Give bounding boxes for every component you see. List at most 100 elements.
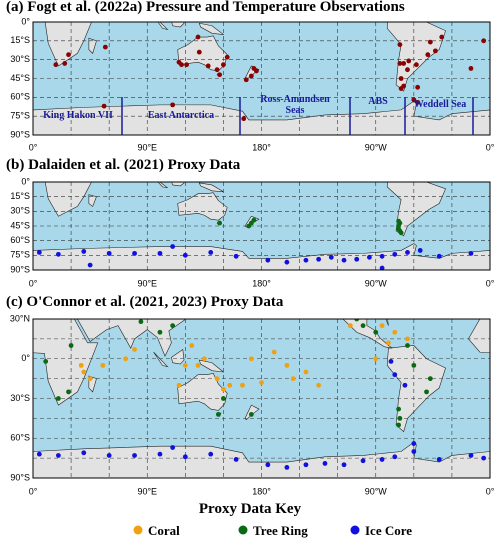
site — [481, 314, 486, 319]
site — [379, 457, 385, 462]
site — [87, 376, 93, 382]
site — [106, 250, 112, 256]
land — [198, 182, 224, 193]
site — [81, 369, 87, 375]
region-label: East Antarctica — [148, 110, 214, 121]
site — [102, 44, 108, 50]
site — [402, 382, 408, 388]
site — [398, 230, 404, 236]
y-tick-label: 30°S — [10, 206, 30, 216]
frame — [32, 181, 491, 271]
legend-label: Tree Ring — [253, 523, 308, 538]
land — [88, 194, 97, 207]
site — [303, 257, 309, 263]
panel-title: (b) Dalaiden et al. (2021) Proxy Data — [6, 157, 241, 173]
x-tick-label: 0° — [29, 486, 38, 496]
x-tick-label: 90°W — [365, 486, 388, 496]
y-tick-label: 60°S — [10, 92, 30, 102]
y-tick-label: 45°S — [10, 220, 30, 230]
site — [221, 386, 226, 392]
site — [87, 262, 93, 268]
site — [396, 422, 401, 428]
site — [195, 34, 201, 40]
frame — [32, 318, 491, 479]
site — [248, 412, 254, 417]
y-tick-label: 75°S — [10, 250, 30, 260]
x-tick-label: 0° — [29, 278, 38, 288]
site — [170, 323, 176, 329]
x-tick-label: 90°E — [137, 486, 157, 496]
region-label: ABS — [368, 96, 388, 107]
site — [415, 99, 421, 105]
site — [481, 455, 487, 461]
site — [392, 329, 398, 335]
site — [157, 451, 163, 457]
map — [33, 314, 490, 478]
site — [36, 250, 42, 255]
site — [217, 220, 223, 226]
site — [284, 465, 290, 470]
site — [106, 453, 112, 458]
site — [182, 252, 188, 258]
x-tick-label: 180° — [252, 486, 271, 496]
y-tick-label: 60°S — [10, 235, 30, 245]
site — [433, 48, 438, 54]
site — [233, 457, 239, 462]
site — [201, 356, 207, 362]
site — [176, 382, 182, 388]
x-tick-label: 90°W — [365, 142, 388, 152]
legend-swatch — [238, 525, 248, 535]
site — [405, 250, 410, 255]
legend-title: Proxy Data Key — [199, 501, 302, 517]
site — [55, 251, 61, 257]
x-tick-label: 180° — [252, 278, 271, 288]
site — [265, 257, 271, 263]
x-tick-label: 0° — [486, 278, 495, 288]
site — [254, 68, 259, 74]
land — [468, 319, 490, 354]
land — [489, 250, 490, 270]
land — [198, 22, 225, 35]
site — [170, 102, 176, 108]
site — [43, 359, 49, 364]
site — [284, 362, 290, 368]
site — [182, 454, 188, 460]
y-tick-label: 0° — [21, 176, 30, 186]
site — [179, 62, 184, 68]
site — [341, 257, 347, 263]
y-tick-label: 15°S — [10, 35, 30, 45]
site — [138, 319, 144, 325]
y-tick-label: 75°S — [10, 111, 30, 121]
y-tick-label: 30°S — [10, 54, 30, 64]
site — [415, 84, 421, 90]
site — [398, 86, 404, 91]
legend-label: Coral — [148, 523, 180, 538]
site — [468, 250, 474, 256]
site — [392, 251, 398, 257]
land — [342, 319, 393, 349]
site — [205, 63, 211, 69]
site — [379, 253, 385, 259]
panel-title: (c) O'Connor et al. (2021, 2023) Proxy D… — [6, 294, 284, 310]
site — [360, 458, 366, 464]
frame — [32, 21, 491, 136]
x-tick-label: 90°W — [365, 278, 388, 288]
legend-label: Ice Core — [365, 523, 412, 538]
site — [208, 451, 214, 457]
panel-title: (a) Fogt et al. (2022a) Pressure and Tem… — [6, 0, 405, 15]
y-tick-label: 0° — [21, 353, 30, 363]
site — [81, 249, 87, 254]
site — [208, 250, 214, 255]
land — [171, 22, 185, 28]
site — [436, 457, 442, 462]
site — [189, 343, 195, 348]
site — [360, 323, 366, 329]
site — [413, 62, 419, 68]
site — [248, 356, 254, 362]
site — [195, 362, 201, 368]
y-tick-label: 90°S — [10, 129, 30, 139]
region-label-line: Ross-Amundsen — [260, 94, 330, 105]
site — [251, 217, 257, 223]
site — [132, 453, 137, 458]
